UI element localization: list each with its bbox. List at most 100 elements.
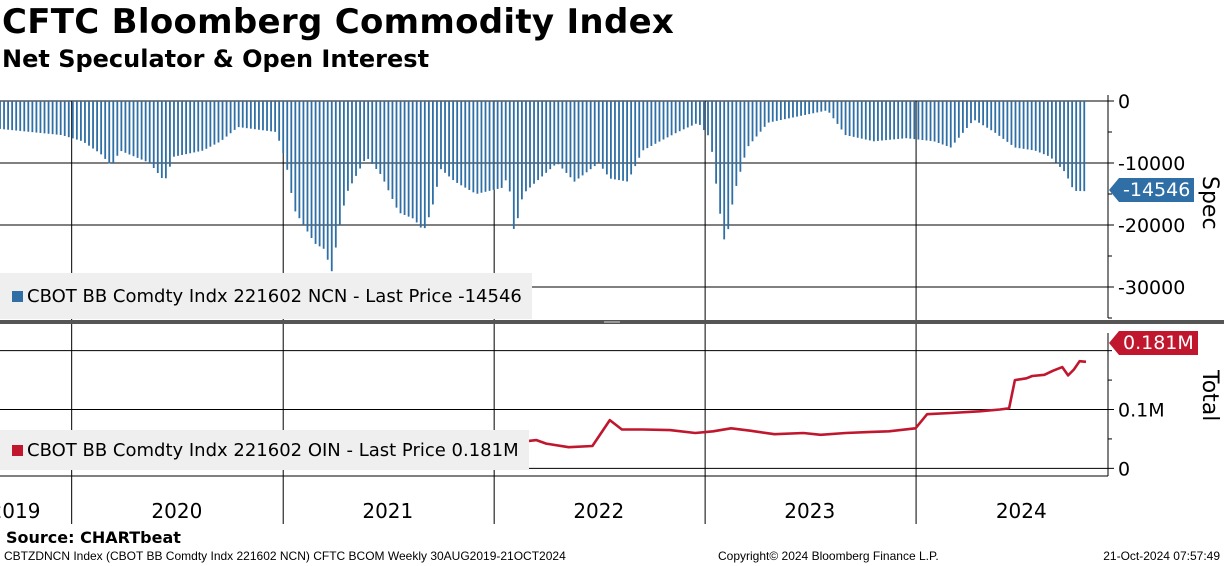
spec-bar: [181, 101, 183, 155]
spec-bar: [978, 101, 980, 123]
spec-bar: [881, 101, 883, 141]
spec-bar: [666, 101, 669, 138]
spec-bar: [824, 101, 827, 111]
spec-bar: [1083, 101, 1086, 192]
spec-bar: [67, 101, 70, 138]
spec-bar: [622, 101, 624, 181]
spec-bar: [678, 101, 681, 132]
x-tick-label: 2019: [0, 499, 40, 523]
legend-total-swatch: [12, 444, 23, 456]
chart-subtitle: Net Speculator & Open Interest: [2, 45, 430, 73]
spec-bar: [156, 101, 159, 174]
spec-bar: [258, 101, 260, 130]
spec-bar: [205, 101, 208, 149]
spec-bar: [961, 101, 964, 133]
spec-bar: [820, 101, 823, 112]
spec-bar: [379, 101, 382, 174]
spec-bar: [355, 101, 357, 176]
spec-bar: [63, 101, 66, 136]
spec-bar: [929, 101, 932, 141]
spec-bar: [690, 101, 693, 126]
spec-bar: [108, 101, 111, 164]
spec-bar: [545, 101, 548, 173]
spec-bar: [573, 101, 576, 182]
spec-bar: [1046, 101, 1049, 156]
spec-bar: [294, 101, 297, 212]
spec-bar: [128, 101, 131, 155]
spec-bar: [525, 101, 527, 192]
legend-spec-label: CBOT BB Comdty Indx 221602 NCN - Last Pr…: [27, 285, 522, 307]
x-tick-label: 2022: [573, 499, 624, 523]
spec-bar: [100, 101, 103, 155]
spec-bar: [808, 101, 811, 115]
spec-bar: [848, 101, 851, 136]
spec-bar: [614, 101, 616, 180]
spec-bar: [3, 101, 5, 130]
spec-bar: [84, 101, 86, 143]
spec-bar: [840, 101, 843, 130]
spec-axis-title: Spec: [1197, 176, 1222, 230]
x-tick-label: 2020: [151, 499, 202, 523]
spec-bar: [302, 101, 305, 225]
source-note: Source: CHARTbeat: [6, 528, 181, 547]
spec-bar: [245, 101, 248, 129]
spec-bar: [59, 101, 62, 135]
legend-total: CBOT BB Comdty Indx 221602 OIN - Last Pr…: [0, 430, 529, 470]
spec-bar: [152, 101, 155, 169]
spec-last-value-text: -14546: [1123, 179, 1191, 201]
spec-tick-label: 0: [1118, 91, 1130, 113]
spec-bar: [120, 101, 123, 152]
spec-bar: [565, 101, 568, 173]
spec-bar: [719, 101, 722, 214]
spec-bar: [164, 101, 167, 179]
spec-bar: [262, 101, 264, 131]
spec-bar: [326, 101, 329, 260]
spec-bar: [11, 101, 14, 131]
spec-bar: [468, 101, 471, 190]
spec-bar: [185, 101, 188, 155]
spec-bar: [901, 101, 904, 139]
footer-center: Copyright© 2024 Bloomberg Finance L.P.: [718, 549, 939, 563]
spec-bar: [35, 101, 38, 133]
spec-bar: [436, 101, 438, 187]
spec-bar: [80, 101, 82, 141]
spec-bar: [521, 101, 523, 200]
spec-bar: [472, 101, 475, 193]
spec-bar: [921, 101, 924, 141]
spec-bar: [460, 101, 463, 186]
spec-bar: [75, 101, 78, 140]
spec-bar: [221, 101, 224, 140]
spec-bar: [201, 101, 204, 151]
spec-tick-label: -20000: [1118, 215, 1185, 237]
spec-bar: [723, 101, 726, 240]
spec-bar: [444, 101, 446, 173]
spec-bar: [197, 101, 200, 152]
spec-bar: [561, 101, 564, 169]
spec-bar: [367, 101, 370, 159]
spec-bar: [387, 101, 390, 191]
spec-bar: [569, 101, 572, 178]
x-tick-label: 2024: [996, 499, 1047, 523]
spec-bar: [193, 101, 196, 153]
spec-bar: [1038, 101, 1041, 153]
spec-bar: [885, 101, 887, 141]
spec-bar: [440, 101, 442, 170]
spec-bar: [844, 101, 847, 136]
spec-bar: [504, 101, 507, 181]
spec-bar: [755, 101, 758, 137]
spec-bar: [39, 101, 42, 133]
spec-bar: [173, 101, 175, 157]
spec-bar: [953, 101, 956, 143]
spec-bar: [322, 101, 325, 249]
spec-bar: [383, 101, 386, 182]
spec-bar: [415, 101, 418, 223]
spec-bar: [286, 101, 289, 170]
spec-bar: [549, 101, 552, 170]
spec-bar: [19, 101, 22, 131]
spec-bar: [399, 101, 402, 214]
spec-bar: [909, 101, 912, 139]
spec-bar: [654, 101, 657, 144]
spec-bar: [266, 101, 268, 131]
spec-bar: [1042, 101, 1045, 155]
spec-bar: [982, 101, 985, 126]
